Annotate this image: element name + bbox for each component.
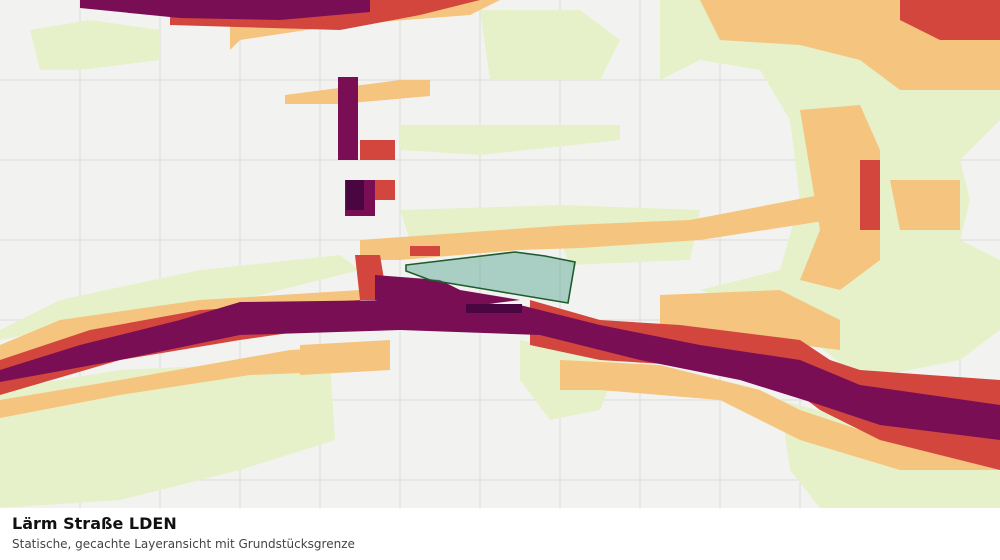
noise-area xyxy=(900,0,1000,40)
noise-area xyxy=(0,345,380,418)
noise-area xyxy=(466,304,522,313)
noise-area xyxy=(410,246,440,256)
title: Lärm Straße LDEN xyxy=(12,514,177,533)
subtitle: Statische, gecachte Layeransicht mit Gru… xyxy=(12,537,355,551)
noise-area xyxy=(660,290,840,350)
map xyxy=(0,0,1000,508)
noise-area xyxy=(800,105,880,290)
caption: Lärm Straße LDEN Statische, gecachte Lay… xyxy=(0,508,1000,560)
noise-area xyxy=(480,10,620,80)
noise-area xyxy=(890,180,960,230)
noise-area xyxy=(360,140,395,160)
noise-area xyxy=(400,125,620,155)
parcel-boundary[interactable] xyxy=(405,251,576,304)
noise-zone-extreme xyxy=(346,180,522,313)
noise-area xyxy=(360,195,830,260)
noise-area xyxy=(338,77,358,160)
noise-zone-very-high xyxy=(0,0,1000,440)
noise-area xyxy=(860,160,880,230)
noise-area xyxy=(346,180,364,210)
noise-area xyxy=(30,20,160,70)
noise-area xyxy=(0,300,1000,440)
noise-area xyxy=(375,275,520,305)
noise-area xyxy=(300,340,390,375)
noise-area xyxy=(80,0,370,20)
